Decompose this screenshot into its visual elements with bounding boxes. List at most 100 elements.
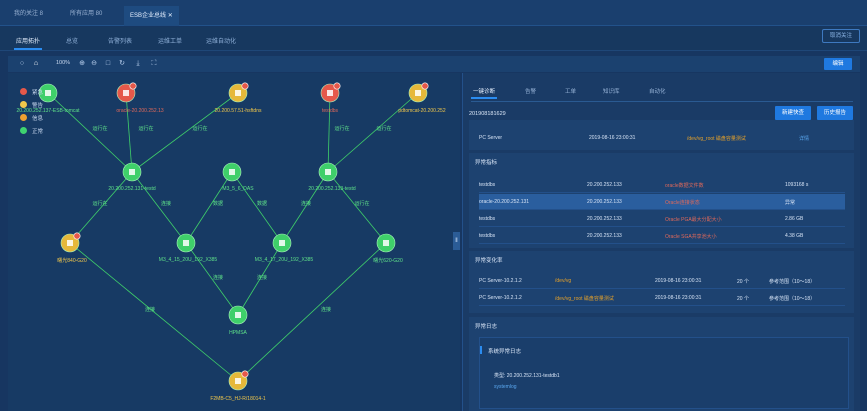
top-row-section: PC Server 2019-08-16 23:00:31 /dev/vg_ro… [469,120,854,150]
edge-label: 运行在 [92,126,108,132]
close-icon[interactable]: ✕ [167,13,173,19]
metric-name: oracle-20.200.252.131 [479,199,530,205]
log-value[interactable]: systemlog [494,384,517,390]
table-row[interactable]: PC Server 2019-08-16 23:00:31 /dev/vg_ro… [479,130,845,146]
tab-app-topology[interactable]: 应用拓扑 [13,36,43,50]
download-icon[interactable]: ⤓ [136,60,140,67]
node-label: M3_4_15_20U_192_X385 [158,257,218,263]
node-label: HPMSA [229,330,247,336]
select-icon[interactable]: ○ [19,60,25,67]
node-type-icon [415,90,421,96]
cancel-follow-button[interactable]: 取消关注 [822,29,860,43]
node-type-icon [383,240,389,246]
section-title: 异常指标 [475,160,498,166]
log-title: 系统异常日志 [488,349,522,355]
new-event-button[interactable]: 新建快查 [775,106,811,120]
metric-ip: 20.200.252.133 [587,216,622,222]
tab-esb-label: ESB企业总线 [130,13,167,19]
alert-badge-icon [241,82,249,90]
legend-item: 正常 [20,124,43,137]
fit-icon[interactable]: □ [105,60,111,67]
tab-esb[interactable]: ESB企业总线 ✕ [124,6,179,26]
tab-diagnosis[interactable]: 一键诊断 [470,89,498,99]
canvas-toolbar: ○ ⌂ 100% ⊕ ⊖ □ ↻ ⤓ ⛶ [8,56,860,72]
change-time: 2019-08-16 23:00:31 [655,278,702,284]
node-label: pdtomcat-20.200.252 [398,108,446,114]
fullscreen-icon[interactable]: ⛶ [151,60,157,67]
tab-my-follow[interactable]: 我的关注 8 [14,11,44,17]
tab-auto[interactable]: 自动化 [649,89,666,95]
legend-dot [20,114,27,121]
node-type-icon [129,169,135,175]
change-name: PC Server-10.2.1.2 [479,278,522,284]
legend-label: 紧急 [32,89,44,96]
node-label: 曙光840-G20 [57,258,87,264]
node-label: 20.200.252.137-ESB-tomcat [16,108,80,114]
table-row[interactable]: PC Server-10.2.1.2 /dev/vg_root 磁盘容量测试 2… [479,290,845,306]
refresh-icon[interactable]: ↻ [119,60,125,67]
row-desc: /dev/vg_root 磁盘容量测试 [687,136,746,142]
tab-tickets[interactable]: 工单 [565,89,577,95]
tab-alarm-list[interactable]: 告警列表 [108,39,133,45]
metric-item: Oracle连接状态 [665,200,700,206]
node-type-icon [123,90,129,96]
node-type-icon [235,90,241,96]
tab-knowledge[interactable]: 知识库 [603,89,620,95]
zoom-level[interactable]: 100% [56,60,71,66]
zoom-in-icon[interactable]: ⊕ [79,60,85,67]
abnormal-metrics-section: 异常指标 testdbs 20.200.252.133 oracle数据文件数 … [469,153,854,248]
metric-ip: 20.200.252.133 [587,233,622,239]
tab-alarms[interactable]: 告警 [525,89,537,95]
table-row[interactable]: testdbs 20.200.252.133 oracle数据文件数 10931… [479,177,845,193]
node-label: oracle-20.200.252.13 [116,108,164,114]
metric-name: testdbs [479,182,496,188]
table-row[interactable]: testdbs 20.200.252.133 Oracle SGA共享池大小 4… [479,228,845,244]
metric-value: 1093168 s [785,182,809,188]
history-report-button[interactable]: 历史报告 [817,106,853,120]
table-row[interactable]: oracle-20.200.252.131 20.200.252.133 Ora… [479,194,845,210]
node-label: M3_4_17_20U_192_X385 [254,257,314,263]
home-icon[interactable]: ⌂ [33,60,39,67]
tab-overview[interactable]: 总览 [66,39,79,45]
node-type-icon [67,240,73,246]
edit-button[interactable]: 编辑 [824,58,852,70]
details-link[interactable]: 详情 [799,136,810,142]
edge-label: 连接 [212,275,224,281]
alert-badge-icon [73,232,81,240]
zoom-out-icon[interactable]: ⊖ [91,60,97,67]
table-row[interactable]: testdbs 20.200.252.133 Oracle PGA最大分配大小 … [479,211,845,227]
metric-item: Oracle PGA最大分配大小 [665,217,722,223]
alert-badge-icon [333,82,341,90]
legend-label: 正常 [32,128,44,135]
section-title: 异常日志 [475,324,498,330]
node-type-icon [235,378,241,384]
alert-badge-icon [421,82,429,90]
row-time: 2019-08-16 23:00:31 [589,135,636,141]
change-count: 20 个 [737,279,749,285]
legend-dot [20,127,27,134]
node-label: 20.200.252.131-testd [108,186,156,192]
change-item: /dev/vg [555,278,572,284]
edge-label: 运行在 [138,126,154,132]
section-title: 异常变化率 [475,258,503,264]
edge-label: 运行在 [92,201,108,207]
panel-collapse-handle[interactable]: ‖ [453,232,460,250]
metric-name: testdbs [479,216,496,222]
tab-automation[interactable]: 运维自动化 [206,39,237,45]
tab-all-apps[interactable]: 所有应用 80 [70,11,103,17]
metric-value: 异常 [785,200,796,206]
node-label: testdbs [321,108,339,114]
node-type-icon [183,240,189,246]
edge-label: 连接 [160,201,172,207]
tab-work-orders[interactable]: 运维工单 [158,39,183,45]
edge-label: 连接 [144,307,156,313]
edge-label: 数据 [212,201,224,207]
node-type-icon [325,169,331,175]
status-legend: 紧急 警告 信息 正常 [20,85,43,137]
sub-nav: 应用拓扑 总览 告警列表 运维工单 运维自动化 [0,27,867,51]
table-row[interactable]: PC Server-10.2.1.2 /dev/vg 2019-08-16 23… [479,273,845,289]
metric-ip: 20.200.252.133 [587,199,622,205]
change-count: 20 个 [737,296,749,302]
legend-item: 信息 [20,111,43,124]
